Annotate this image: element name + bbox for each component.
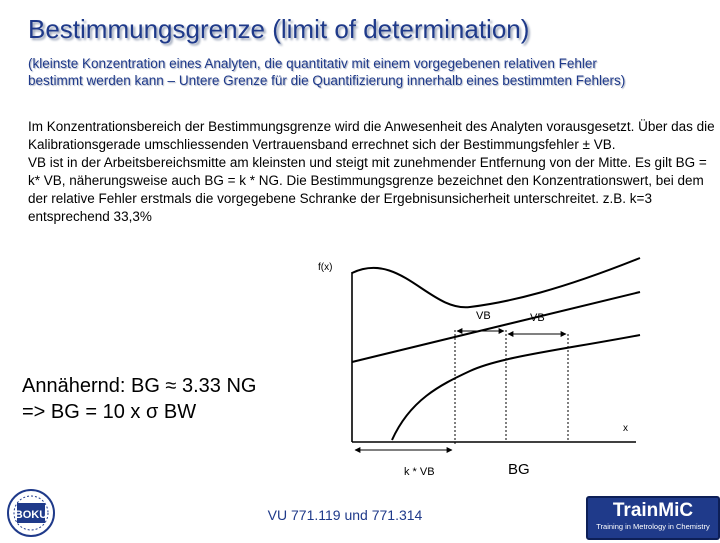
lower-confidence-curve <box>391 334 641 441</box>
approx-line-1: Annähernd: BG ≈ 3.33 NG <box>22 375 257 397</box>
trainmic-logo-tagline: Training in Metrology in Chemistry <box>596 522 710 531</box>
vb-label-2: VB <box>530 312 545 324</box>
boku-logo-text: BOKU <box>15 509 47 521</box>
approx-line-2: => BG = 10 x σ BW <box>22 401 197 423</box>
bg-label: BG <box>508 461 530 478</box>
body-paragraph-2: VB ist in der Arbeitsbereichsmitte am kl… <box>28 155 707 224</box>
trainmic-logo-name: TrainMiC <box>612 500 694 521</box>
footer-course-code: VU 771.119 und 771.314 <box>267 507 423 523</box>
body-text: Im Konzentrationsbereich der Bestimmungs… <box>28 118 718 226</box>
slide-subtitle: (kleinste Konzentration eines Analyten, … <box>28 56 626 88</box>
boku-logo-graphic: BOKU <box>7 489 55 537</box>
vb-label-1: VB <box>476 310 491 322</box>
calibration-line <box>351 291 641 363</box>
upper-confidence-curve <box>351 257 641 309</box>
x-axis-label: x <box>623 423 628 434</box>
approximation-note: Annähernd: BG ≈ 3.33 NG => BG = 10 x σ B… <box>22 373 256 425</box>
boku-university-logo: BOKU <box>4 488 58 538</box>
trainmic-logo: TrainMiC Training in Metrology in Chemis… <box>586 496 720 540</box>
y-axis-label: f(x) <box>318 262 332 273</box>
body-paragraph-1: Im Konzentrationsbereich der Bestimmungs… <box>28 119 715 152</box>
slide-title: Bestimmungsgrenze (limit of determinatio… <box>28 14 530 44</box>
kvb-label: k * VB <box>404 466 435 478</box>
